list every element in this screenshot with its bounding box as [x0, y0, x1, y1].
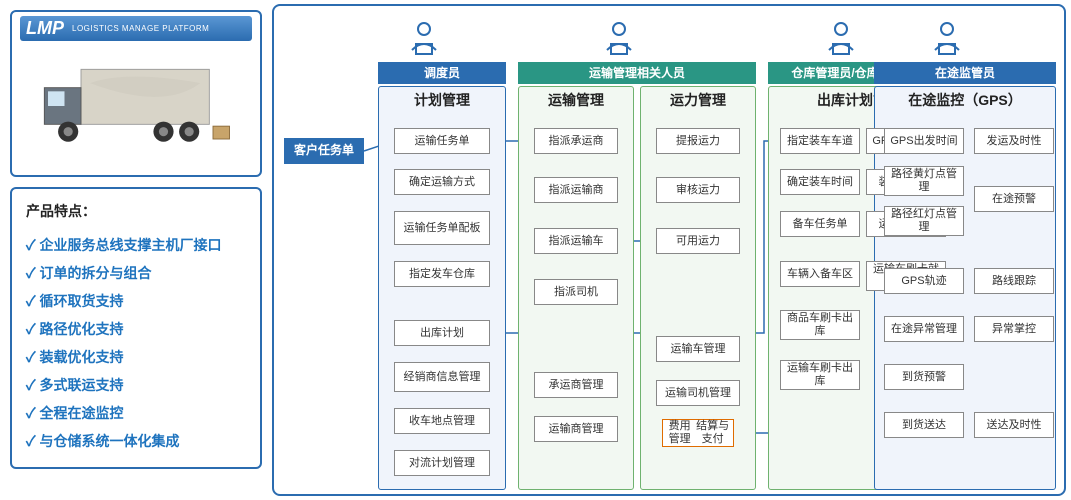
process-node: 指定发车仓库: [394, 261, 490, 287]
logo-strip: LMP LOGISTICS MANAGE PLATFORM: [20, 16, 252, 41]
features-list: 企业服务总线支撑主机厂接口订单的拆分与组合循环取货支持路径优化支持装载优化支持多…: [26, 231, 246, 455]
truck-illustration: [20, 41, 252, 171]
section-title: 计划管理: [378, 90, 506, 116]
process-node: GPS出发时间: [884, 128, 964, 154]
logo-text: LMP: [26, 18, 64, 39]
process-node: 在途异常管理: [884, 316, 964, 342]
process-node: 备车任务单: [780, 211, 860, 237]
feature-item: 装载优化支持: [26, 343, 246, 371]
process-node: 路线跟踪: [974, 268, 1054, 294]
process-node: 运输司机管理: [656, 380, 740, 406]
role-icon: [406, 20, 442, 56]
process-node: 指派运输车: [534, 228, 618, 254]
process-node: 发运及时性: [974, 128, 1054, 154]
feature-item: 循环取货支持: [26, 287, 246, 315]
process-node: 运输商管理: [534, 416, 618, 442]
process-node: 在途预警: [974, 186, 1054, 212]
process-node: 经销商信息管理: [394, 362, 490, 392]
process-node: 运输车管理: [656, 336, 740, 362]
process-node: 承运商管理: [534, 372, 618, 398]
process-node: 对流计划管理: [394, 450, 490, 476]
section-title: 在途监控（GPS）: [874, 90, 1056, 116]
process-node: 出库计划: [394, 320, 490, 346]
process-node: 运输任务单配板: [394, 211, 490, 245]
feature-item: 与仓储系统一体化集成: [26, 427, 246, 455]
process-node: 可用运力: [656, 228, 740, 254]
sidebar: LMP LOGISTICS MANAGE PLATFORM 产品特点： 企业服务…: [10, 10, 262, 469]
process-node: 商品车刷卡出库: [780, 310, 860, 340]
role-header: 调度员: [378, 62, 506, 84]
feature-item: 订单的拆分与组合: [26, 259, 246, 287]
feature-item: 多式联运支持: [26, 371, 246, 399]
process-node: GPS轨迹: [884, 268, 964, 294]
role-header: 运输管理相关人员: [518, 62, 756, 84]
role-header: 在途监管员: [874, 62, 1056, 84]
process-node: 异常掌控: [974, 316, 1054, 342]
process-node: 到货送达: [884, 412, 964, 438]
feature-item: 全程在途监控: [26, 399, 246, 427]
features-title: 产品特点：: [26, 201, 246, 221]
role-icon: [823, 20, 859, 56]
process-node: 到货预警: [884, 364, 964, 390]
feature-item: 路径优化支持: [26, 315, 246, 343]
process-node: 运输任务单: [394, 128, 490, 154]
feature-item: 企业服务总线支撑主机厂接口: [26, 231, 246, 259]
section-title: 运力管理: [640, 90, 756, 116]
process-node: 路径黄灯点管理: [884, 166, 964, 196]
process-node: 运输车刷卡出库: [780, 360, 860, 390]
process-node: 确定装车时间: [780, 169, 860, 195]
truck-svg: [26, 46, 246, 166]
process-node: 确定运输方式: [394, 169, 490, 195]
fee-node: 费用管理结算与支付: [662, 419, 734, 447]
process-node: 路径红灯点管理: [884, 206, 964, 236]
process-node: 收车地点管理: [394, 408, 490, 434]
process-node: 指定装车车道: [780, 128, 860, 154]
section-title: 运输管理: [518, 90, 634, 116]
process-node: 指派司机: [534, 279, 618, 305]
features-card: 产品特点： 企业服务总线支撑主机厂接口订单的拆分与组合循环取货支持路径优化支持装…: [10, 187, 262, 469]
entry-node: 客户任务单: [284, 138, 364, 164]
process-node: 车辆入备车区: [780, 261, 860, 287]
role-icon: [601, 20, 637, 56]
role-icon: [929, 20, 965, 56]
process-node: 指派承运商: [534, 128, 618, 154]
logo-subtitle: LOGISTICS MANAGE PLATFORM: [72, 24, 209, 33]
diagram-panel: 调度员运输管理相关人员仓库管理员/仓库工作人员在途监管员在途监管员计划管理运输管…: [272, 4, 1066, 496]
process-node: 提报运力: [656, 128, 740, 154]
process-node: 审核运力: [656, 177, 740, 203]
logo-card: LMP LOGISTICS MANAGE PLATFORM: [10, 10, 262, 177]
process-node: 送达及时性: [974, 412, 1054, 438]
process-node: 指派运输商: [534, 177, 618, 203]
